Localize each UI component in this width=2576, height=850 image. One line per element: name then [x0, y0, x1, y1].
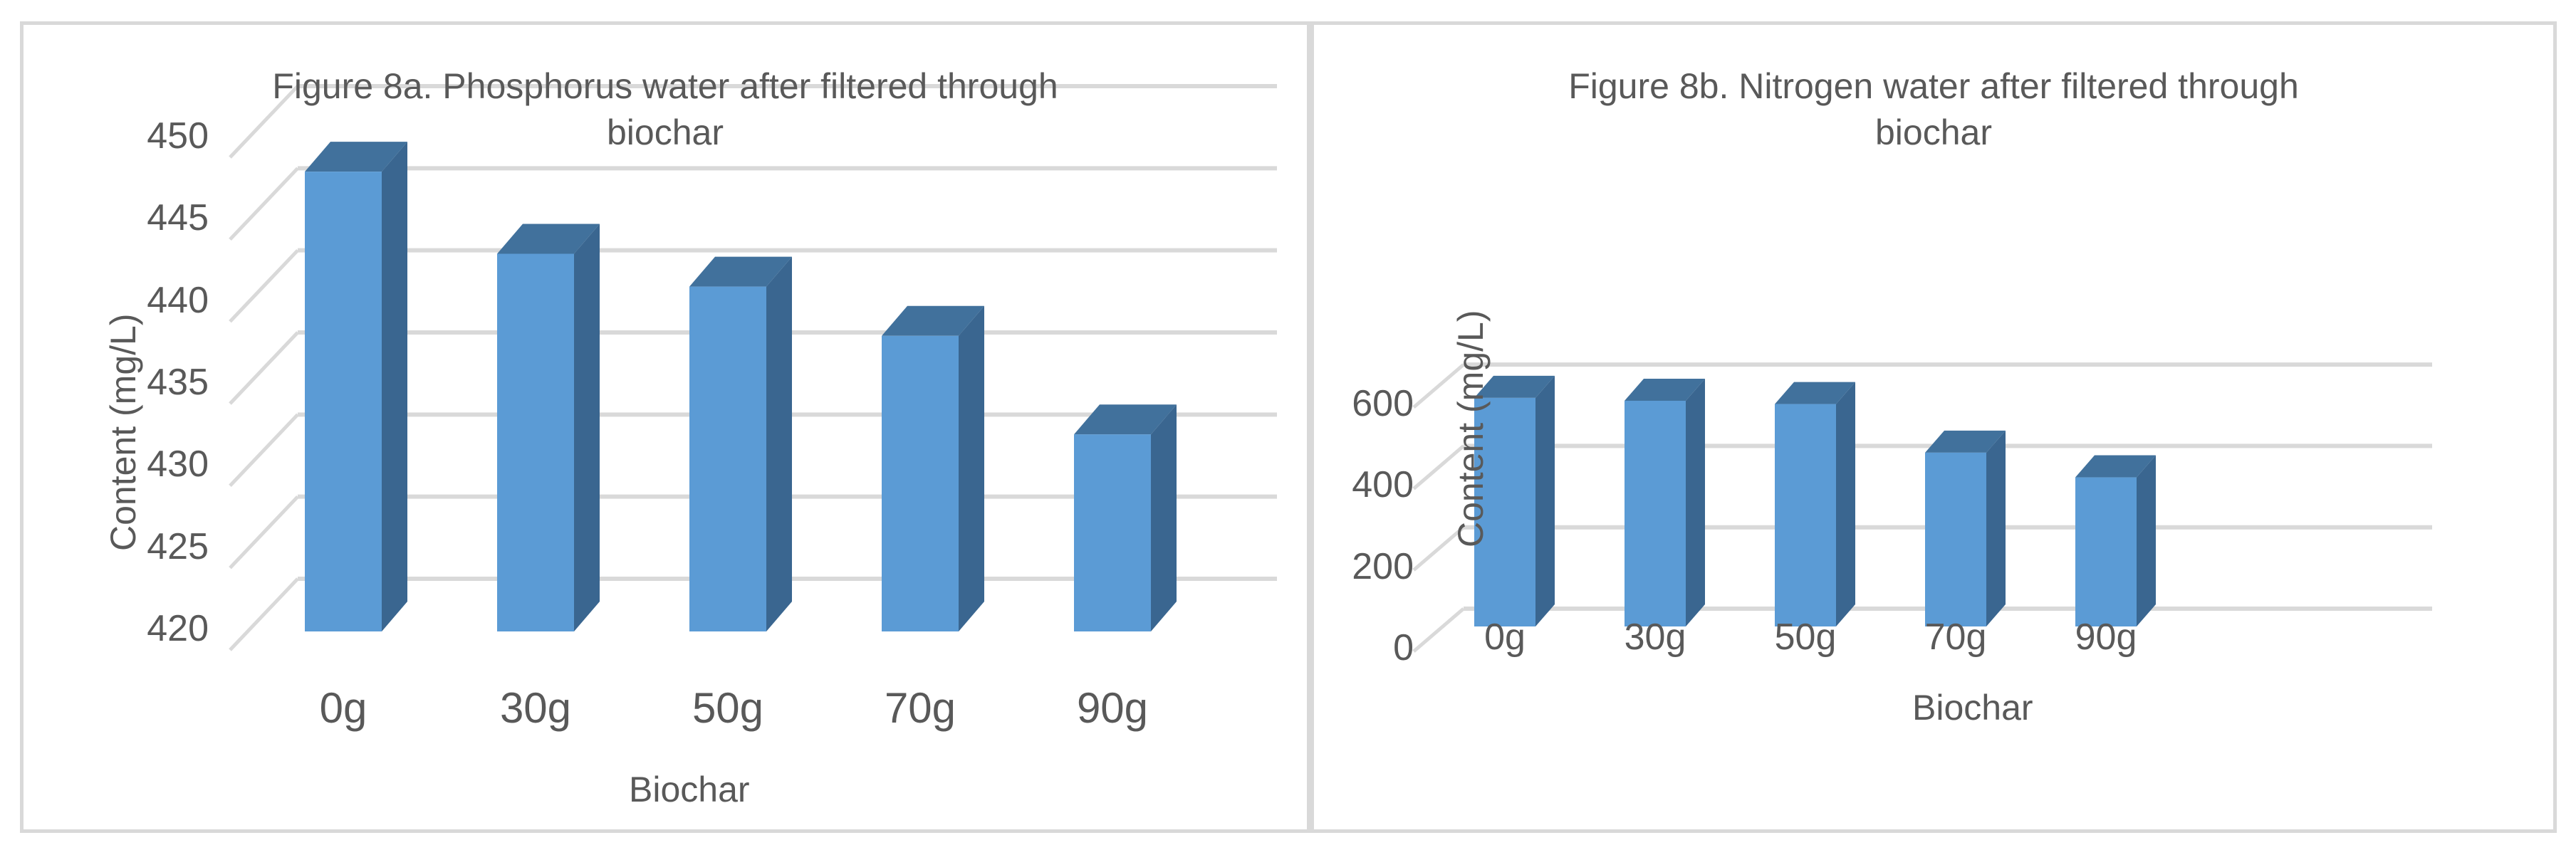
x-axis-label: Biochar [1912, 688, 2033, 728]
gridline-side [229, 577, 299, 651]
x-tick-label: 90g [2075, 616, 2137, 658]
y-tick-label: 0 [1393, 627, 1414, 668]
nitrogen-bar-chart-plot [1412, 362, 2432, 653]
x-tick-label: 30g [1624, 616, 1686, 658]
bar-90g [2075, 455, 2156, 626]
bar-0g [305, 142, 407, 632]
chart-title-line-1: Figure 8b. Nitrogen water after filtered… [1568, 66, 2299, 106]
gridline-side [229, 248, 299, 323]
y-axis-label: Content (mg/L) [1451, 310, 1491, 547]
gridline-side [229, 413, 299, 488]
y-tick-label: 425 [147, 525, 209, 567]
x-tick-label: 90g [1076, 684, 1149, 732]
bar-50g [689, 256, 792, 632]
y-axis-label: Content (mg/L) [103, 313, 143, 551]
bar-30g [1625, 378, 1705, 626]
gridline-side [1412, 444, 1465, 490]
gridline-side [229, 331, 299, 405]
y-tick-label: 440 [147, 279, 209, 321]
y-tick-label: 420 [147, 608, 209, 649]
phosphorus-bar-chart-plot [229, 84, 1277, 651]
chart-title-line-1: Figure 8a. Phosphorus water after filter… [272, 66, 1058, 106]
y-tick-label: 445 [147, 197, 209, 239]
gridline-side [1412, 525, 1465, 572]
chart-panel-nitrogen: Figure 8b. Nitrogen water after filtered… [1310, 21, 2557, 833]
x-tick-label: 50g [1774, 616, 1837, 658]
bar-50g [1775, 382, 1855, 626]
x-tick-label: 70g [1924, 616, 1987, 658]
y-tick-label: 600 [1352, 383, 1414, 425]
gridline-side [229, 495, 299, 570]
x-tick-label: 50g [692, 684, 764, 732]
chart-title-line-2: biochar [607, 112, 724, 152]
x-tick-label: 70g [884, 684, 956, 732]
y-tick-label: 435 [147, 362, 209, 403]
y-tick-label: 430 [147, 444, 209, 486]
y-tick-label: 450 [147, 115, 209, 157]
gridline-side [1412, 363, 1465, 409]
bar-0g [1474, 375, 1555, 626]
x-tick-label: 0g [319, 684, 367, 732]
y-tick-label: 200 [1352, 545, 1414, 587]
bar-70g [882, 305, 984, 631]
chart-panel-phosphorus: Figure 8a. Phosphorus water after filter… [20, 21, 1310, 833]
bar-30g [497, 224, 600, 631]
gridline-side [229, 167, 299, 241]
x-axis-label: Biochar [629, 770, 750, 809]
gridline-side [229, 85, 299, 159]
x-tick-label: 30g [499, 684, 572, 732]
gridline-side [1412, 607, 1465, 653]
y-tick-label: 400 [1352, 464, 1414, 506]
chart-title-line-2: biochar [1875, 112, 1992, 152]
x-tick-label: 0g [1484, 616, 1526, 658]
bar-70g [1925, 430, 2006, 626]
bar-90g [1074, 404, 1177, 631]
